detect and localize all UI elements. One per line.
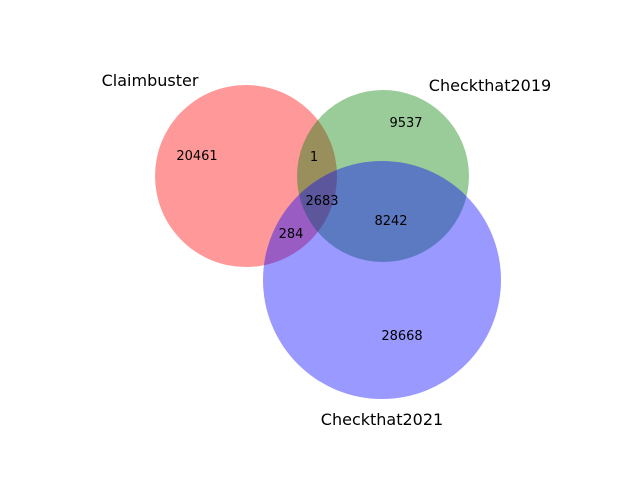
claimbuster-circle	[155, 85, 337, 267]
claimbuster-label: Claimbuster	[102, 71, 199, 90]
checkthat2019-circle	[297, 90, 469, 262]
checkthat2021-circle	[263, 161, 501, 399]
region-checkthat2019-only: 9537	[389, 116, 422, 131]
region-claimbuster-checkthat2021: 284	[279, 227, 304, 242]
region-claimbuster-only: 20461	[176, 149, 217, 164]
checkthat2021-label: Checkthat2021	[321, 410, 443, 429]
region-claimbuster-checkthat2019: 1	[310, 150, 318, 165]
region-checkthat2019-checkthat2021: 8242	[374, 214, 407, 229]
region-checkthat2021-only: 28668	[381, 329, 422, 344]
checkthat2019-label: Checkthat2019	[429, 76, 551, 95]
region-all-three: 2683	[305, 194, 338, 209]
